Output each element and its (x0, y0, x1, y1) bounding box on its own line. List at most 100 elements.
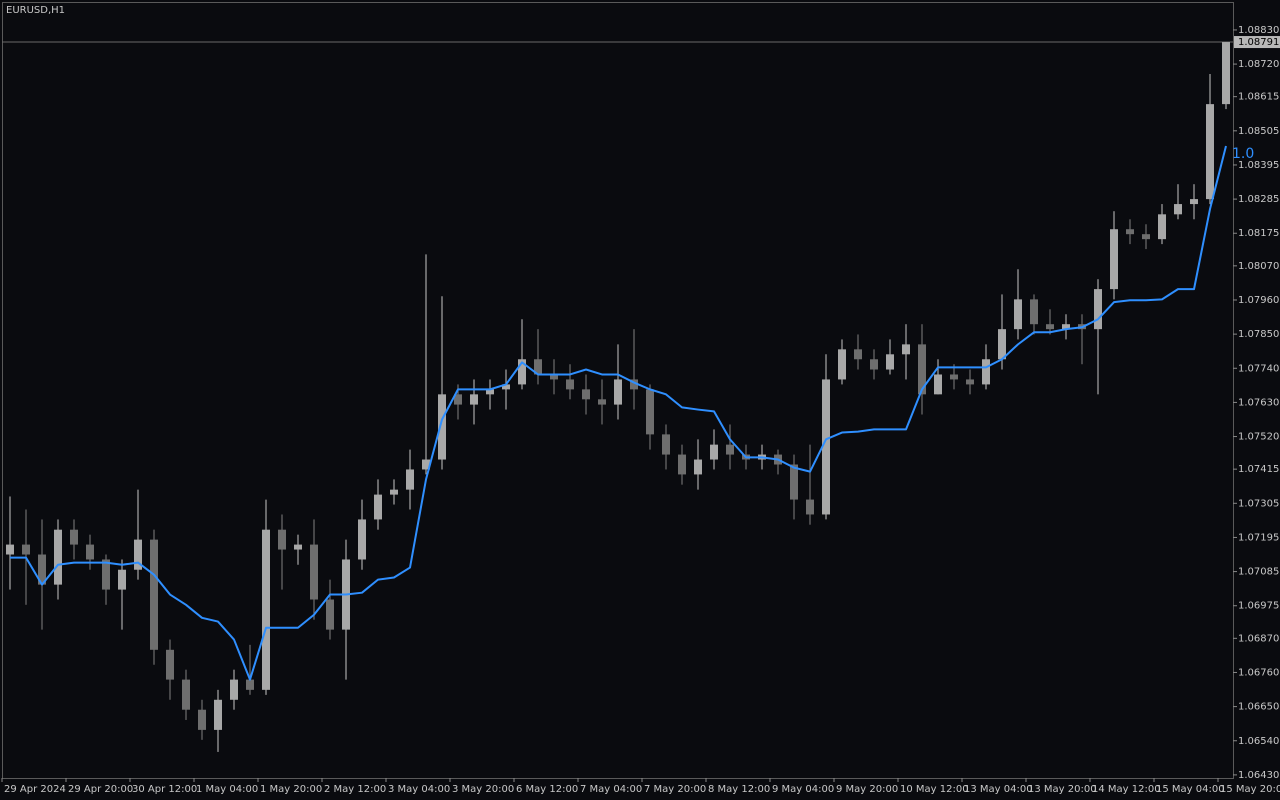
y-tick-label: 1.06650 (1238, 702, 1279, 713)
x-tick-label: 13 May 04:00 (964, 784, 1033, 795)
candle-body (598, 399, 606, 405)
candle-body (646, 389, 654, 435)
x-tick-label: 10 May 12:00 (900, 784, 969, 795)
y-tick-label: 1.07520 (1238, 432, 1279, 443)
y-tick-label: 1.07740 (1238, 363, 1279, 374)
y-tick-label: 1.06430 (1238, 770, 1279, 781)
candle-body (550, 374, 558, 380)
candle-body (966, 379, 974, 385)
candle-body (614, 379, 622, 405)
candle-body (486, 389, 494, 395)
candle-body (870, 359, 878, 370)
candle-body (102, 559, 110, 590)
candle-body (694, 459, 702, 475)
x-tick-label: 7 May 04:00 (580, 784, 642, 795)
indicator-label: 1.0 (1232, 146, 1254, 162)
candle-body (950, 374, 958, 380)
candle-body (822, 379, 830, 515)
candle-body (422, 459, 430, 470)
candle-body (630, 379, 638, 390)
y-tick-label: 1.06870 (1238, 633, 1279, 644)
current-price-label: 1.08791 (1238, 37, 1279, 48)
candle-body (1142, 234, 1150, 240)
y-tick-label: 1.06540 (1238, 736, 1279, 747)
candle-body (1014, 299, 1022, 330)
candle-body (230, 679, 238, 700)
candle-body (566, 379, 574, 390)
candle-body (1126, 229, 1134, 235)
candle-body (278, 529, 286, 550)
indicator-line (10, 145, 1227, 681)
candle-body (374, 494, 382, 520)
candle-body (22, 544, 30, 555)
candle-body (118, 569, 126, 590)
y-tick-label: 1.08395 (1238, 160, 1279, 171)
candle-body (726, 444, 734, 455)
y-tick-label: 1.07630 (1238, 397, 1279, 408)
y-tick-label: 1.07085 (1238, 567, 1279, 578)
candle-body (70, 529, 78, 545)
candle-body (934, 374, 942, 395)
y-tick-label: 1.08615 (1238, 92, 1279, 103)
y-tick-label: 1.07960 (1238, 295, 1279, 306)
x-tick-label: 15 May 04:00 (1156, 784, 1225, 795)
candle-body (150, 539, 158, 650)
candle-body (854, 349, 862, 360)
x-tick-label: 30 Apr 12:00 (132, 784, 197, 795)
candle-body (438, 394, 446, 460)
candle-body (982, 359, 990, 385)
candle-body (214, 699, 222, 730)
symbol-label: EURUSD,H1 (6, 5, 65, 16)
candle-body (326, 599, 334, 630)
candle-body (54, 529, 62, 585)
candle-body (998, 329, 1006, 360)
candle-body (886, 354, 894, 370)
candle-body (662, 434, 670, 455)
x-tick-label: 9 May 04:00 (772, 784, 834, 795)
candle-body (1094, 289, 1102, 330)
candle-body (6, 544, 14, 555)
candle-body (38, 554, 46, 585)
candle-body (790, 464, 798, 500)
candle-body (390, 489, 398, 495)
x-tick-label: 3 May 20:00 (452, 784, 514, 795)
candle-body (678, 454, 686, 475)
x-tick-label: 3 May 04:00 (388, 784, 450, 795)
candle-body (310, 544, 318, 600)
candle-body (1174, 204, 1182, 215)
x-tick-label: 8 May 12:00 (708, 784, 770, 795)
current-price-box (1234, 36, 1280, 49)
candle-body (534, 359, 542, 375)
y-tick-label: 1.07195 (1238, 532, 1279, 543)
x-tick-label: 15 May 20:00 (1220, 784, 1280, 795)
candle-body (406, 469, 414, 490)
x-tick-label: 2 May 12:00 (324, 784, 386, 795)
candle-body (838, 349, 846, 380)
candle-body (1190, 199, 1198, 205)
x-tick-label: 13 May 20:00 (1028, 784, 1097, 795)
candle-body (294, 544, 302, 550)
candle-body (1030, 299, 1038, 325)
candle-body (182, 679, 190, 710)
candle-body (1046, 324, 1054, 330)
candle-body (262, 529, 270, 690)
y-tick-label: 1.06760 (1238, 667, 1279, 678)
x-tick-label: 29 Apr 20:00 (68, 784, 133, 795)
y-tick-label: 1.06975 (1238, 601, 1279, 612)
x-tick-label: 14 May 12:00 (1092, 784, 1161, 795)
x-tick-label: 9 May 20:00 (836, 784, 898, 795)
candle-body (198, 709, 206, 730)
y-tick-label: 1.08720 (1238, 59, 1279, 70)
candle-body (454, 394, 462, 405)
candle-body (806, 499, 814, 515)
candle-body (1206, 104, 1214, 200)
candle-body (902, 344, 910, 355)
y-tick-label: 1.08285 (1238, 194, 1279, 205)
candle-body (1158, 214, 1166, 240)
candle-body (246, 679, 254, 690)
y-tick-label: 1.08175 (1238, 228, 1279, 239)
candle-body (1110, 229, 1118, 290)
y-tick-label: 1.07305 (1238, 498, 1279, 509)
